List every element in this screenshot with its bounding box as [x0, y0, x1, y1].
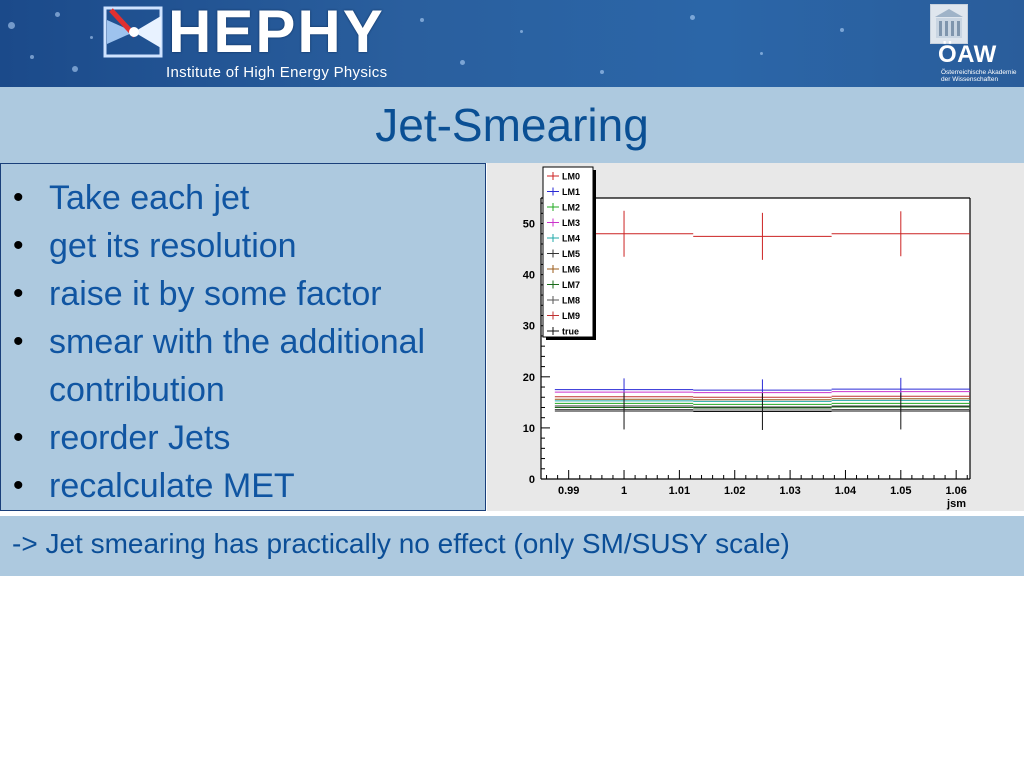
x-tick-label: 0.99 — [558, 485, 579, 497]
legend-label: LM6 — [562, 265, 580, 275]
x-tick-label: 1 — [621, 485, 627, 497]
banner-decoration — [840, 28, 844, 32]
bullet-item: reorder Jets — [11, 414, 489, 462]
y-tick-label: 10 — [523, 423, 535, 435]
oaw-logo-subtitle: Österreichische Akademie der Wissenschaf… — [941, 69, 1021, 83]
bullet-item: get its resolution — [11, 222, 489, 270]
x-tick-label: 1.03 — [779, 485, 800, 497]
bullet-item: Take each jet — [11, 174, 489, 222]
x-tick-label: 1.05 — [890, 485, 911, 497]
banner-decoration — [90, 36, 93, 39]
banner-decoration — [600, 70, 604, 74]
x-tick-label: 1.04 — [835, 485, 857, 497]
y-tick-label: 30 — [523, 321, 535, 333]
jet-smearing-plot: 0 10 20 30 40 50 0.99 1 1.01 1.02 1.03 1.04 1.05 1.06… — [523, 166, 971, 510]
legend-label: LM5 — [562, 249, 580, 259]
conclusion-note: -> Jet smearing has practically no effec… — [12, 528, 790, 559]
legend-label: LM7 — [562, 280, 580, 290]
banner-decoration — [420, 18, 424, 22]
plot-panel: 0 10 20 30 40 50 0.99 1 1.01 1.02 1.03 1.04 1.05 1.06… — [487, 163, 1024, 511]
banner-decoration — [690, 15, 695, 20]
legend-label: LM2 — [562, 203, 580, 213]
oaw-subtitle-line-1: Österreichische Akademie — [941, 69, 1017, 76]
legend-box — [542, 166, 594, 338]
note-band — [0, 516, 1024, 576]
x-tick-label: 1.06 — [945, 485, 966, 497]
banner-decoration — [760, 52, 763, 55]
y-tick-label: 0 — [529, 474, 535, 486]
banner-decoration — [72, 66, 78, 72]
banner-decoration — [30, 55, 34, 59]
legend-label: LM1 — [562, 187, 580, 197]
x-tick-label: 1.01 — [669, 485, 690, 497]
hephy-logo-text: HEPHY — [168, 0, 385, 65]
bullet-item: smear with the additional contribution — [11, 318, 489, 414]
y-tick-label: 40 — [523, 270, 535, 282]
legend-label: LM3 — [562, 218, 580, 228]
academy-building-icon — [930, 4, 968, 44]
bullet-item: recalculate MET — [11, 462, 489, 510]
banner-decoration — [55, 12, 60, 17]
legend-label: LM8 — [562, 296, 580, 306]
hephy-logo-subtitle: Institute of High Energy Physics — [166, 64, 388, 81]
legend-label: LM9 — [562, 311, 580, 321]
title-band — [0, 87, 1024, 163]
banner-decoration — [8, 22, 15, 29]
bullet-item: raise it by some factor — [11, 270, 489, 318]
bullet-list: Take each jet get its resolution raise i… — [11, 174, 489, 510]
legend-label: true — [562, 327, 579, 337]
bullet-panel: Take each jet get its resolution raise i… — [0, 163, 486, 511]
banner-decoration — [460, 60, 465, 65]
banner-decoration — [520, 30, 523, 33]
oaw-subtitle-line-2: der Wissenschaften — [941, 76, 999, 83]
x-axis-label: jsm — [946, 498, 966, 510]
header-banner: HEPHY Institute of High Energy Physics Ö… — [0, 0, 1024, 87]
legend-label: LM0 — [562, 172, 580, 182]
oaw-logo-text: ÖAW — [938, 41, 997, 68]
x-tick-label: 1.02 — [724, 485, 745, 497]
y-tick-label: 20 — [523, 372, 535, 384]
slide-title: Jet-Smearing — [375, 99, 649, 151]
y-tick-label: 50 — [523, 219, 535, 231]
plot-area — [541, 198, 970, 479]
hephy-logo-icon — [103, 6, 163, 58]
legend-label: LM4 — [562, 234, 580, 244]
